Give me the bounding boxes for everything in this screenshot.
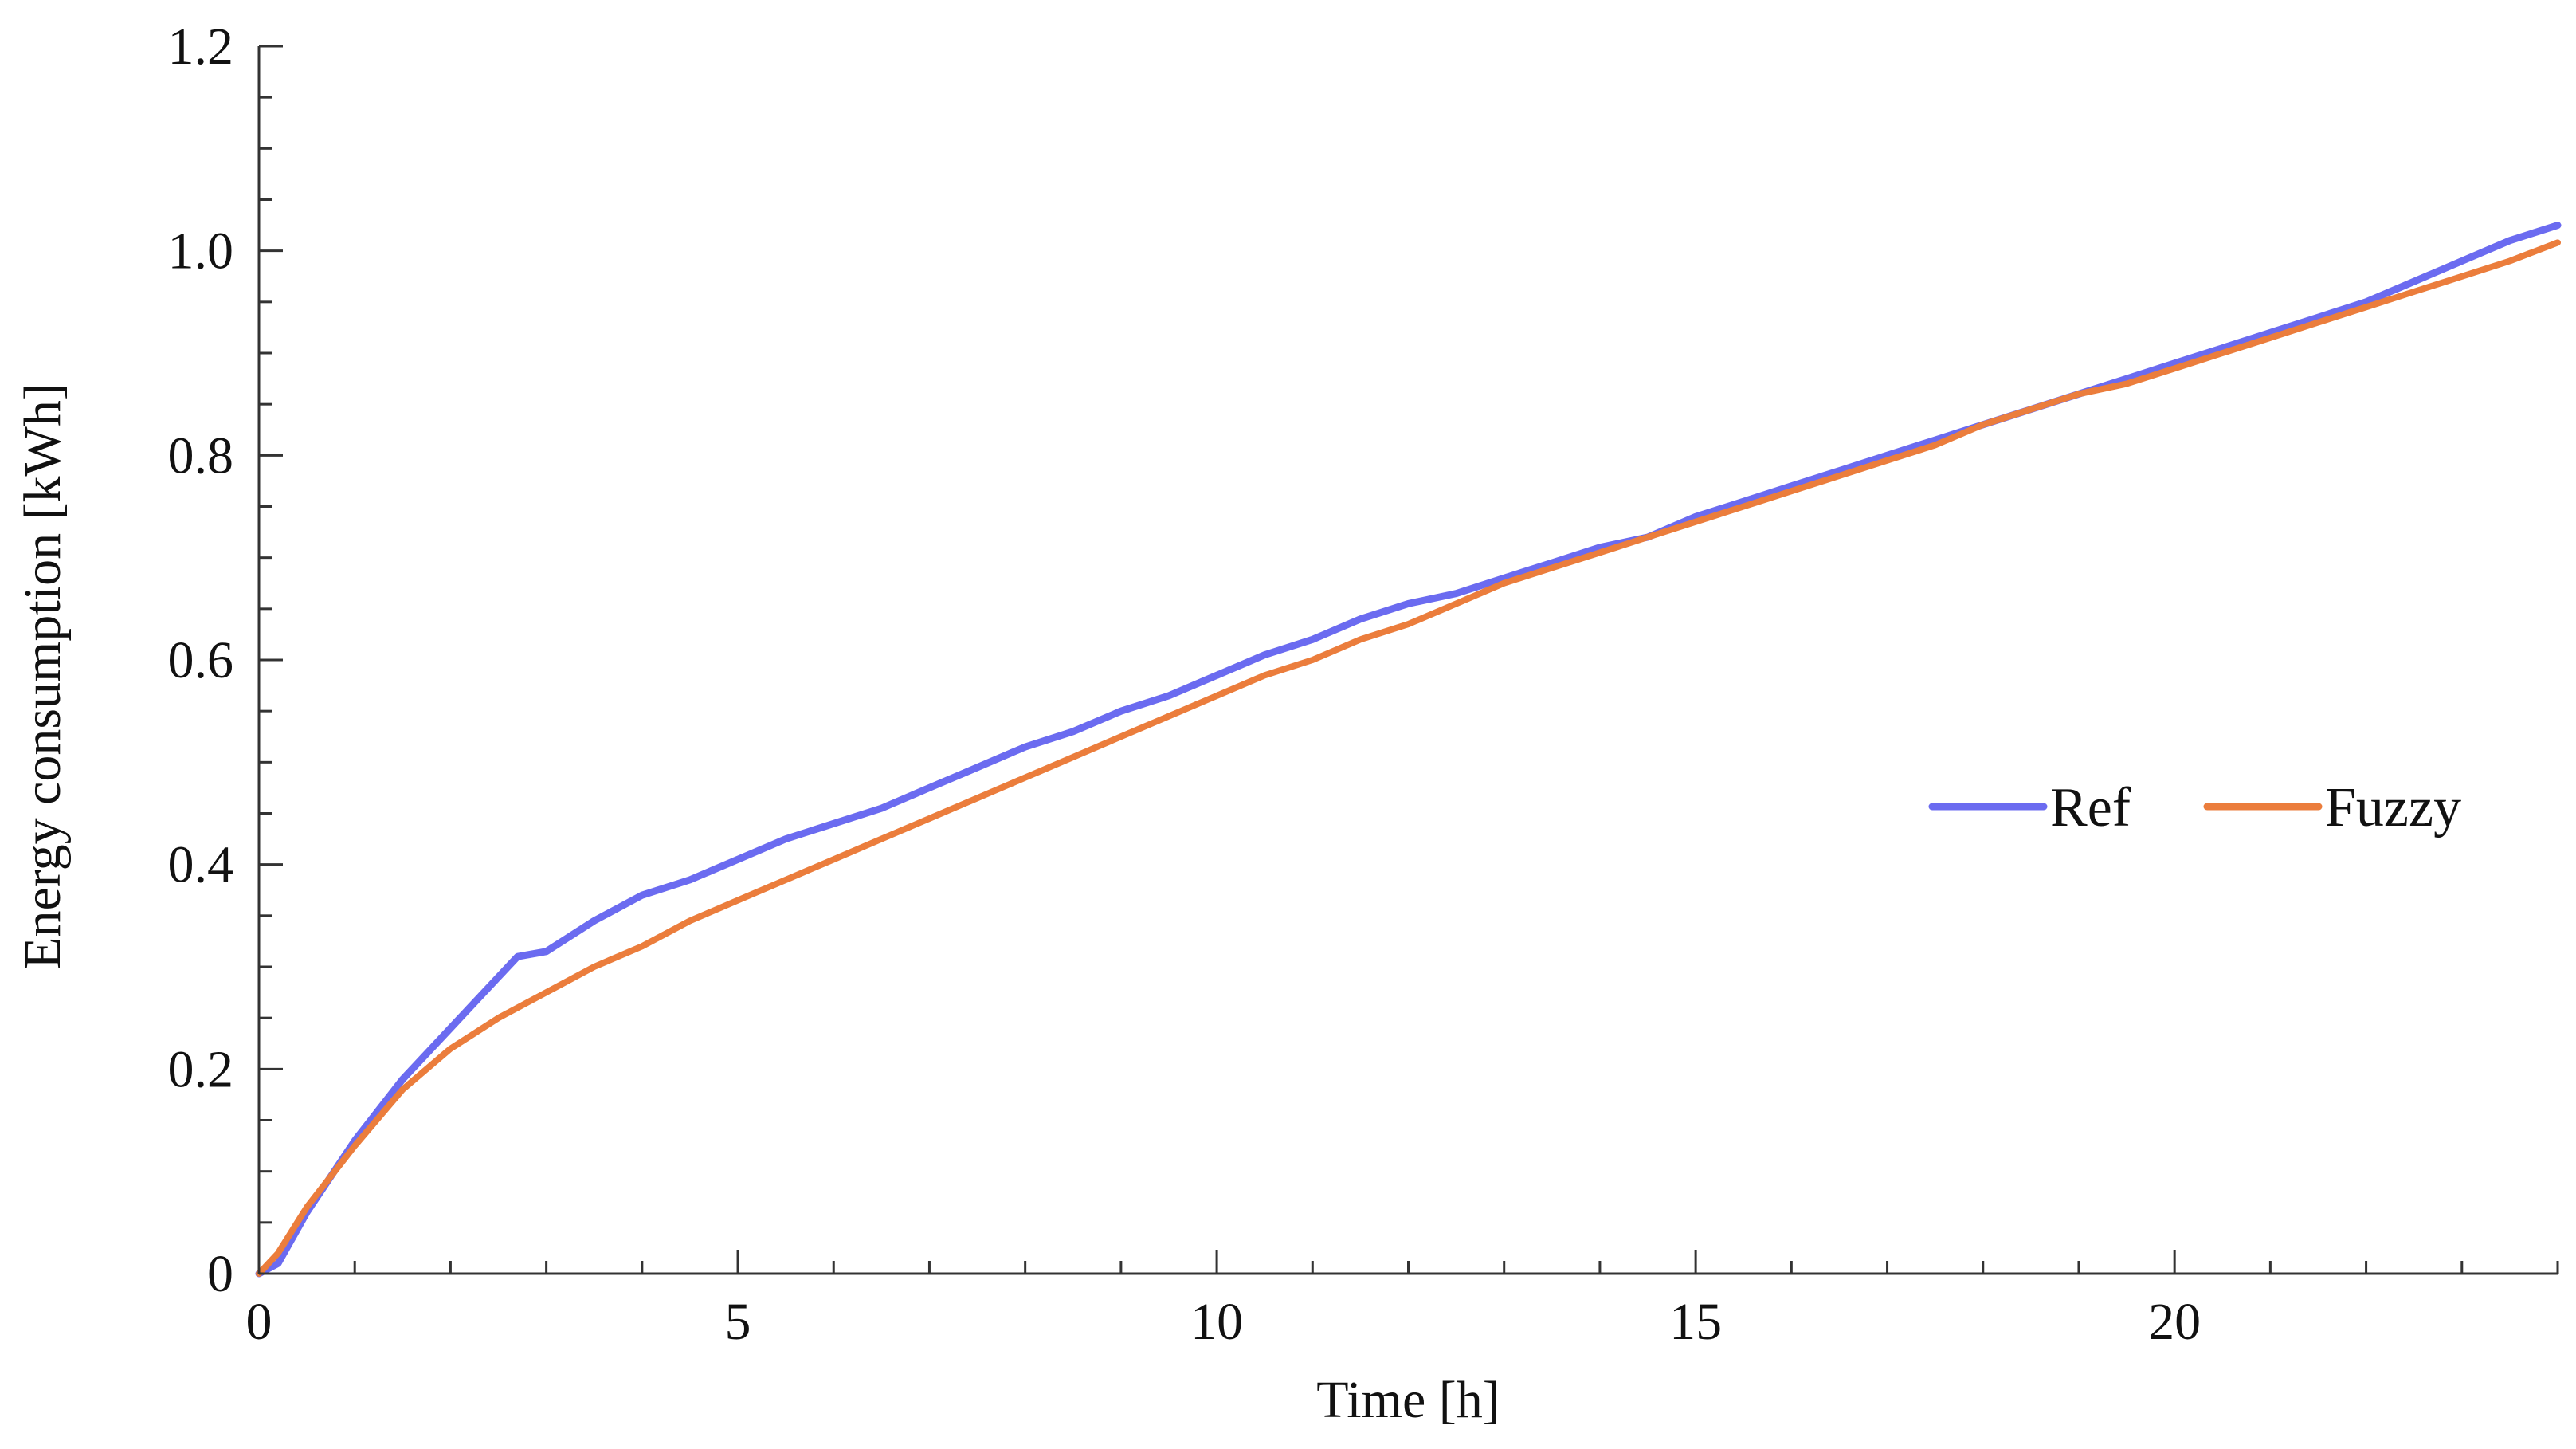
- series-line-fuzzy: [256, 239, 2561, 1277]
- legend-label-ref: Ref: [2050, 777, 2131, 838]
- axes-layer: [257, 46, 2558, 1275]
- series-line-ref: [255, 222, 2562, 1278]
- y-tick-label: 0: [207, 1245, 233, 1303]
- y-axis-title: Energy consumption [kWh]: [14, 383, 72, 969]
- x-tick-label: 15: [1669, 1293, 1722, 1351]
- y-tick-label: 0.8: [168, 426, 234, 485]
- y-tick-label: 1.0: [168, 222, 234, 281]
- y-tick-label: 0.4: [168, 836, 234, 894]
- y-tick-label: 0.2: [168, 1040, 234, 1098]
- x-tick-label: 10: [1190, 1293, 1243, 1351]
- y-tick-label: 1.2: [168, 18, 234, 76]
- x-tick-label: 20: [2148, 1293, 2201, 1351]
- legend: Ref Fuzzy: [1928, 777, 2461, 838]
- x-tick-label: 0: [246, 1293, 272, 1351]
- x-axis-title: Time [h]: [1316, 1371, 1500, 1429]
- y-tick-label: 0.6: [168, 631, 234, 689]
- x-tick-label: 5: [725, 1293, 751, 1351]
- legend-label-fuzzy: Fuzzy: [2325, 777, 2461, 838]
- series-layer: [255, 222, 2562, 1278]
- ticks-layer: 0 5 10 15 20 0 0.2 0.4 0.6 0.8 1.0 1.2: [168, 18, 2559, 1351]
